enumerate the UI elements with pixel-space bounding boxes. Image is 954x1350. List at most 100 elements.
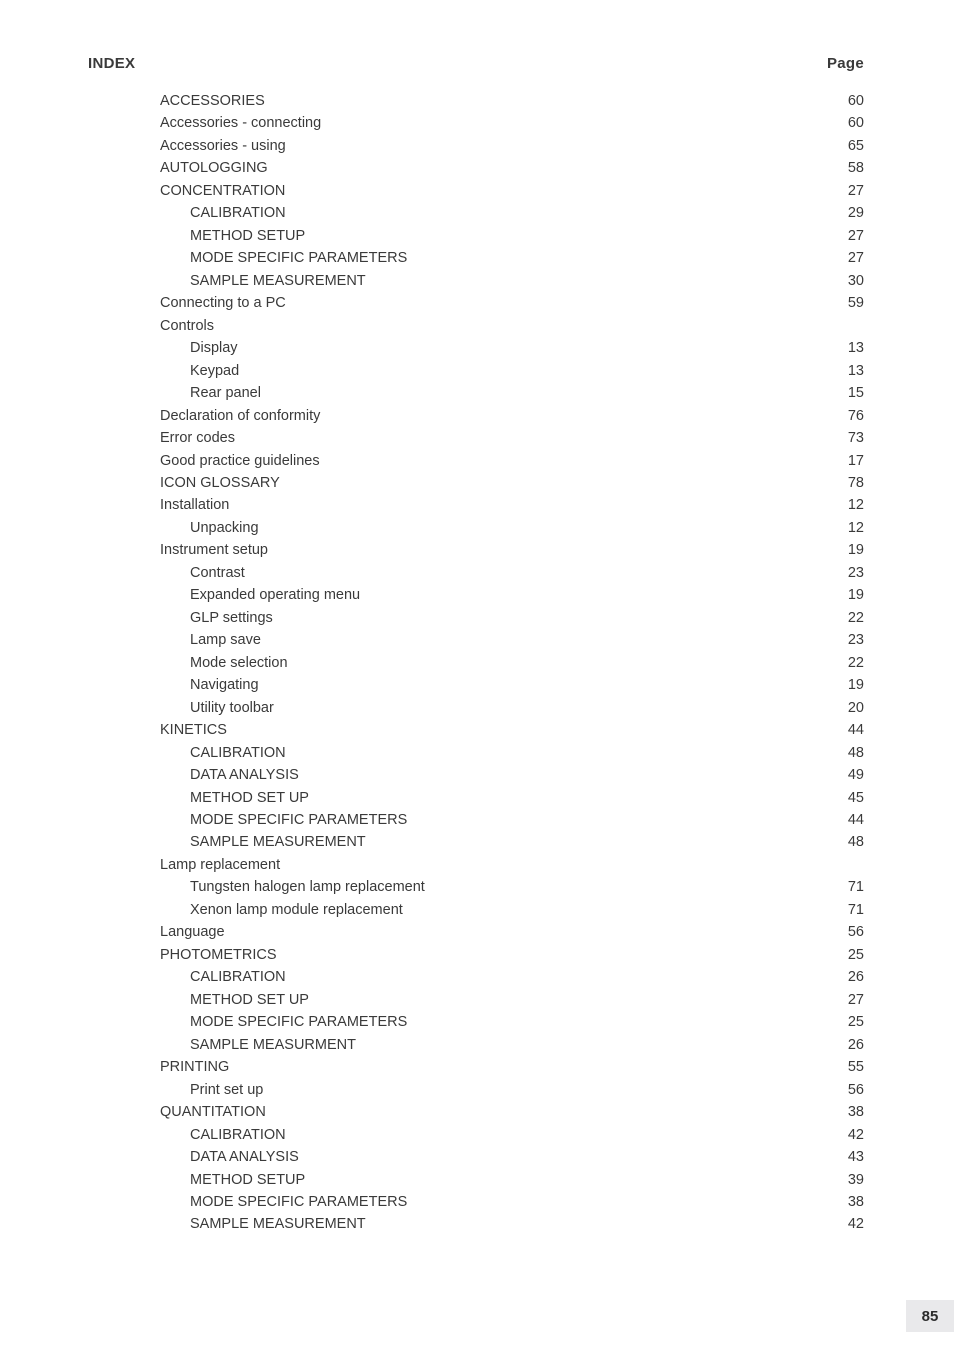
- index-entry-label: METHOD SET UP: [190, 989, 309, 1011]
- index-entry-page: 42: [834, 1213, 864, 1235]
- index-entry-page: 38: [834, 1191, 864, 1213]
- index-entry-page: 22: [834, 607, 864, 629]
- index-entry-page: 25: [834, 1011, 864, 1033]
- index-entry: MODE SPECIFIC PARAMETERS25: [88, 1011, 864, 1033]
- index-entry: ACCESSORIES60: [88, 90, 864, 112]
- index-entry: Declaration of conformity76: [88, 405, 864, 427]
- index-entry-page: 38: [834, 1101, 864, 1123]
- index-entry: METHOD SET UP27: [88, 989, 864, 1011]
- index-entry-page: 26: [834, 966, 864, 988]
- index-entry-label: Keypad: [190, 360, 239, 382]
- index-entry: CONCENTRATION27: [88, 180, 864, 202]
- index-entry: Mode selection22: [88, 652, 864, 674]
- index-entries: ACCESSORIES60Accessories - connecting 60 A…: [88, 90, 864, 1236]
- index-entry: QUANTITATION 38: [88, 1101, 864, 1123]
- index-entry-page: 73: [834, 427, 864, 449]
- index-entry-label: SAMPLE MEASUREMENT: [190, 1213, 366, 1235]
- index-entry-page: 13: [834, 337, 864, 359]
- index-entry-page: 17: [834, 450, 864, 472]
- index-entry-label: QUANTITATION: [160, 1101, 266, 1123]
- index-entry-label: METHOD SETUP: [190, 1169, 305, 1191]
- index-entry-label: Accessories - using: [160, 135, 286, 157]
- index-entry-label: Navigating: [190, 674, 259, 696]
- index-entry: Utility toolbar20: [88, 697, 864, 719]
- index-entry-label: DATA ANALYSIS: [190, 1146, 299, 1168]
- index-entry: CALIBRATION 29: [88, 202, 864, 224]
- index-entry-page: 60: [834, 112, 864, 134]
- page-number: 85: [922, 1308, 939, 1325]
- index-entry: Contrast 23: [88, 562, 864, 584]
- index-entry: Keypad 13: [88, 360, 864, 382]
- index-entry-page: 29: [834, 202, 864, 224]
- index-entry-label: Lamp replacement: [160, 854, 280, 876]
- index-entry: Good practice guidelines 17: [88, 450, 864, 472]
- index-entry-label: KINETICS: [160, 719, 227, 741]
- index-entry-page: 45: [834, 787, 864, 809]
- index-entry-page: 44: [834, 809, 864, 831]
- index-entry-page: 60: [834, 90, 864, 112]
- index-entry-page: 56: [834, 1079, 864, 1101]
- index-entry-label: Controls: [160, 315, 214, 337]
- index-entry-page: 43: [834, 1146, 864, 1168]
- index-entry-label: CONCENTRATION: [160, 180, 285, 202]
- index-entry-page: 48: [834, 742, 864, 764]
- index-entry: CALIBRATION26: [88, 966, 864, 988]
- index-entry-label: METHOD SETUP: [190, 225, 305, 247]
- index-entry: AUTOLOGGING58: [88, 157, 864, 179]
- index-entry: DATA ANALYSIS49: [88, 764, 864, 786]
- index-entry: Connecting to a PC59: [88, 292, 864, 314]
- index-entry: MODE SPECIFIC PARAMETERS44: [88, 809, 864, 831]
- index-entry-label: Accessories - connecting: [160, 112, 321, 134]
- index-entry-page: 27: [834, 225, 864, 247]
- index-entry: Display13: [88, 337, 864, 359]
- index-entry-page: 23: [834, 629, 864, 651]
- index-entry-page: 23: [834, 562, 864, 584]
- index-entry: Unpacking12: [88, 517, 864, 539]
- index-entry: METHOD SET UP45: [88, 787, 864, 809]
- index-entry: METHOD SETUP 27: [88, 225, 864, 247]
- index-entry: CALIBRATION 48: [88, 742, 864, 764]
- index-entry-label: Contrast: [190, 562, 245, 584]
- index-entry: Instrument setup19: [88, 539, 864, 561]
- index-entry-page: 71: [834, 876, 864, 898]
- index-entry-page: 26: [834, 1034, 864, 1056]
- page-number-box: 85: [906, 1300, 954, 1332]
- index-entry-label: Lamp save: [190, 629, 261, 651]
- index-entry: PRINTING55: [88, 1056, 864, 1078]
- index-entry: SAMPLE MEASUREMENT 42: [88, 1213, 864, 1235]
- index-entry: MODE SPECIFIC PARAMETERS27: [88, 247, 864, 269]
- index-entry: Xenon lamp module replacement 71: [88, 899, 864, 921]
- index-entry-page: 71: [834, 899, 864, 921]
- index-entry-label: SAMPLE MEASUREMENT: [190, 831, 366, 853]
- index-entry: Expanded operating menu19: [88, 584, 864, 606]
- index-entry-label: Unpacking: [190, 517, 259, 539]
- index-entry: Lamp save 23: [88, 629, 864, 651]
- index-entry-page: 25: [834, 944, 864, 966]
- index-entry-label: Xenon lamp module replacement: [190, 899, 403, 921]
- index-entry-label: CALIBRATION: [190, 742, 286, 764]
- index-entry-label: MODE SPECIFIC PARAMETERS: [190, 1191, 407, 1213]
- index-entry-label: ICON GLOSSARY: [160, 472, 280, 494]
- index-entry-page: 13: [834, 360, 864, 382]
- index-entry-page: 39: [834, 1169, 864, 1191]
- index-entry-page: 44: [834, 719, 864, 741]
- header-right: Page: [827, 55, 864, 72]
- index-entry: PHOTOMETRICS25: [88, 944, 864, 966]
- index-entry-label: Good practice guidelines: [160, 450, 320, 472]
- index-entry-page: 42: [834, 1124, 864, 1146]
- index-entry-label: CALIBRATION: [190, 202, 286, 224]
- index-entry-label: DATA ANALYSIS: [190, 764, 299, 786]
- index-entry-label: Language: [160, 921, 225, 943]
- index-entry-page: 27: [834, 247, 864, 269]
- index-header: INDEX Page: [88, 55, 864, 72]
- index-entry: Lamp replacement: [88, 854, 864, 876]
- index-entry: DATA ANALYSIS 43: [88, 1146, 864, 1168]
- index-entry-label: Connecting to a PC: [160, 292, 286, 314]
- index-entry: Navigating 19: [88, 674, 864, 696]
- index-entry-label: SAMPLE MEASUREMENT: [190, 270, 366, 292]
- index-entry-page: 55: [834, 1056, 864, 1078]
- index-entry: Rear panel15: [88, 382, 864, 404]
- index-entry-page: 19: [834, 674, 864, 696]
- index-entry: METHOD SETUP 39: [88, 1169, 864, 1191]
- index-entry-page: 78: [834, 472, 864, 494]
